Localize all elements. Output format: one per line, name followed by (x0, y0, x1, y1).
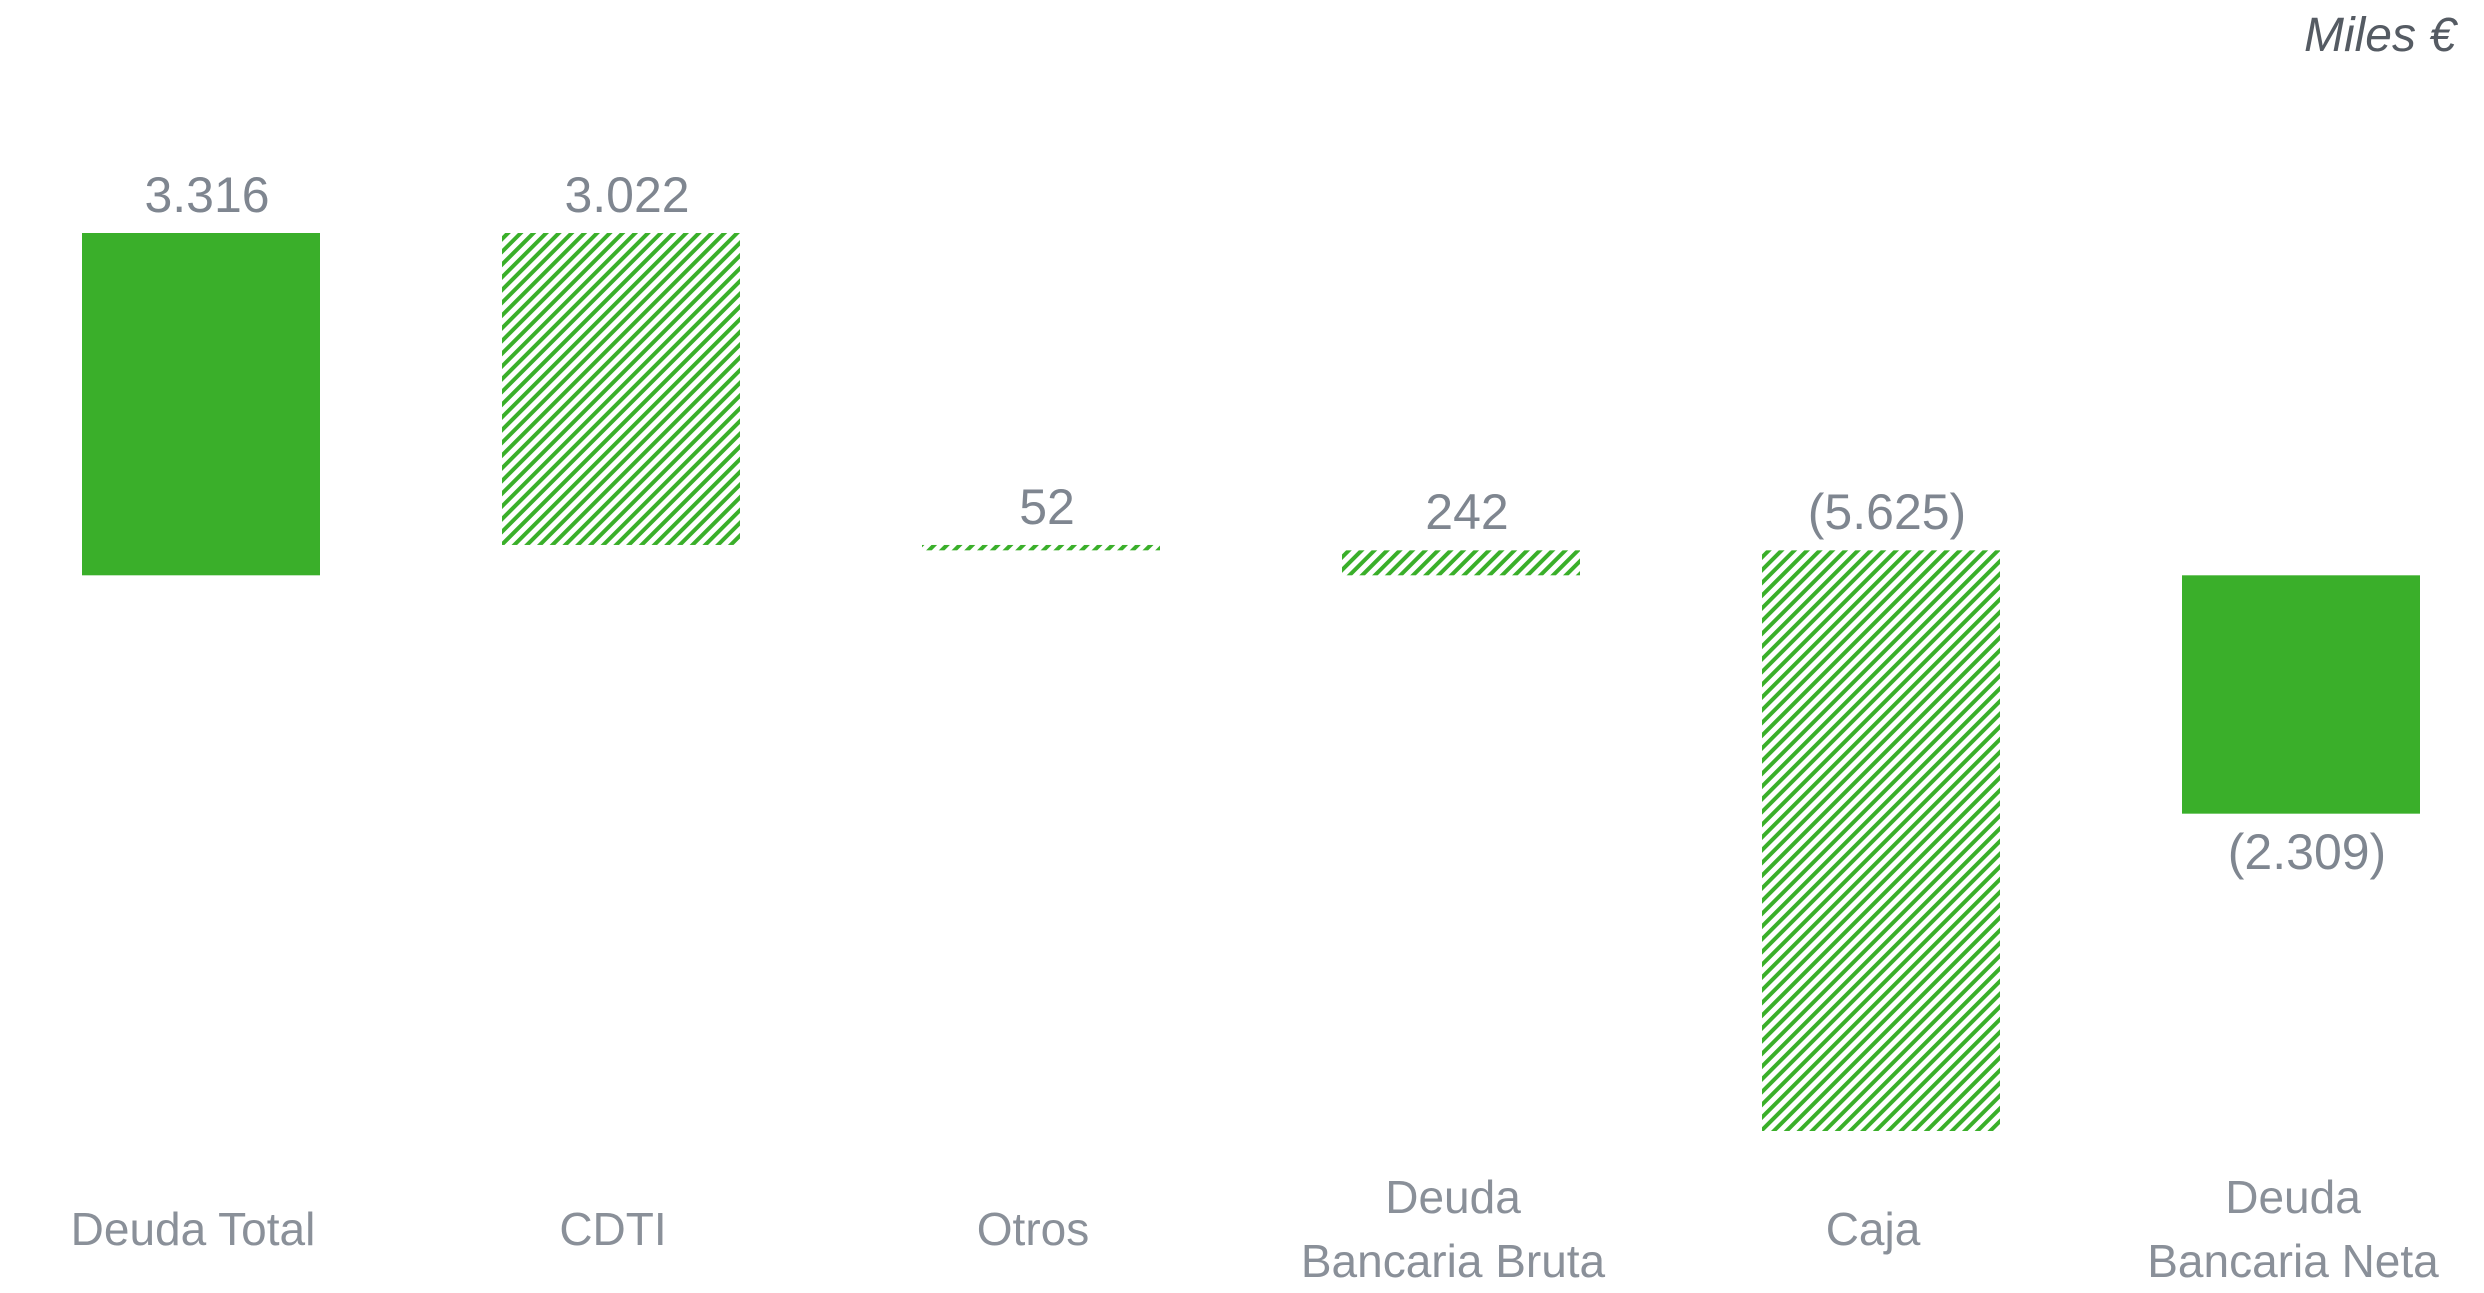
x-tick-label: Deuda Bancaria Bruta (1300, 1171, 1606, 1287)
x-tick-label: Caja (1825, 1203, 1921, 1255)
x-tick-label: Deuda Total (70, 1203, 316, 1255)
bar (82, 233, 320, 576)
value-label: 52 (1019, 478, 1075, 535)
value-label: 3.022 (564, 167, 690, 223)
bar (1342, 550, 1580, 576)
value-label: 3.316 (144, 167, 270, 223)
x-tick-label: Otros (976, 1203, 1090, 1255)
unit-label: Miles € (2303, 9, 2456, 62)
value-label: (2.309) (2227, 823, 2387, 880)
bar (502, 233, 740, 545)
bar (1762, 550, 2000, 1131)
bar (2182, 575, 2420, 814)
x-tick-label: CDTI (559, 1203, 667, 1255)
bar (922, 544, 1160, 551)
value-label: 242 (1425, 484, 1509, 541)
value-label: (5.625) (1807, 484, 1967, 541)
x-tick-label: Deuda Bancaria Neta (2147, 1171, 2439, 1287)
